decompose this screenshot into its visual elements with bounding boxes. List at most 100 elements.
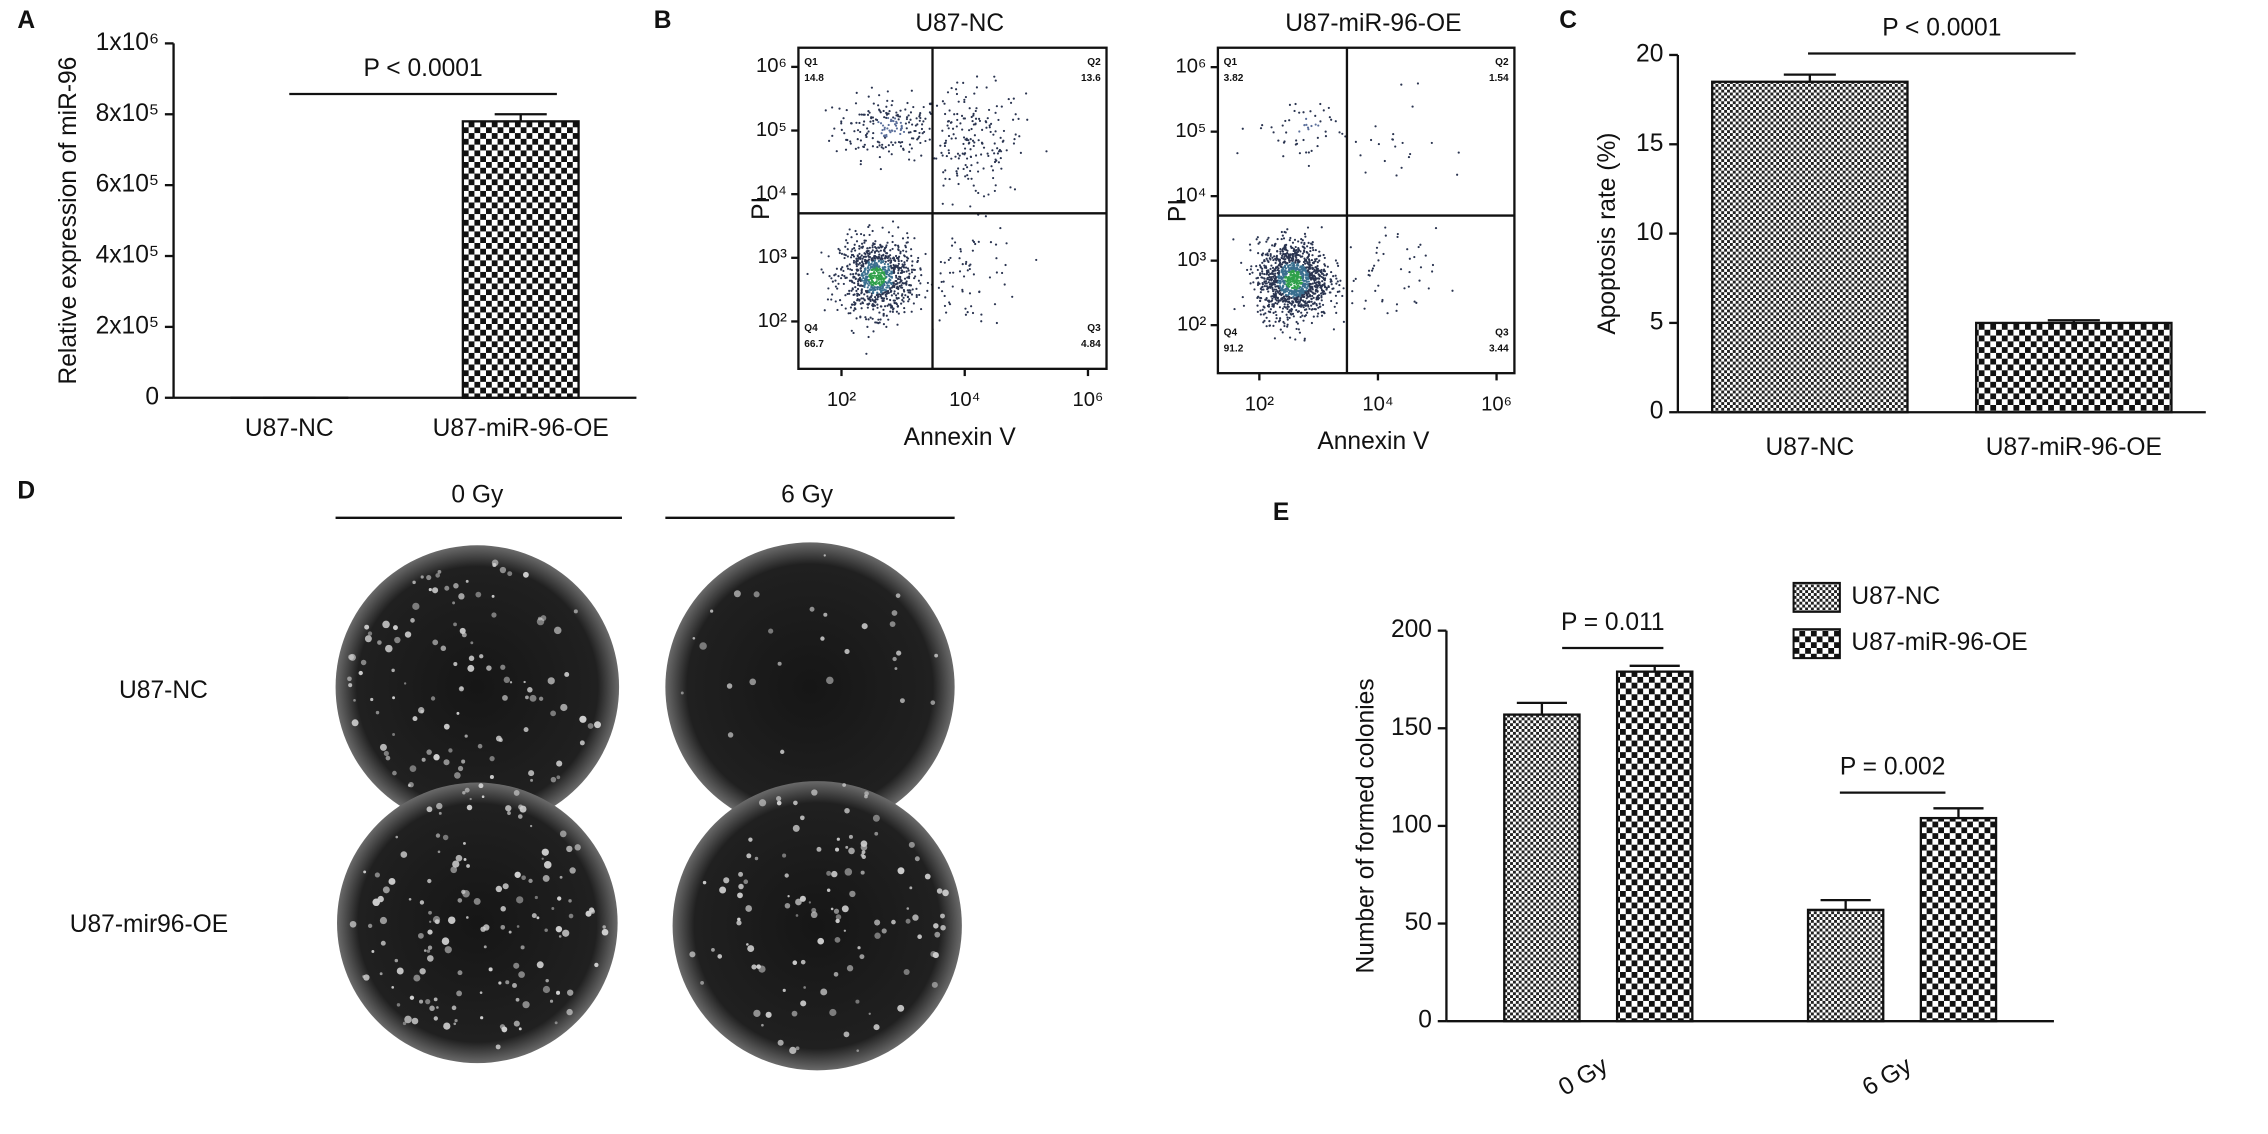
panel-label: E — [1273, 499, 1289, 526]
event — [955, 92, 959, 96]
event — [1018, 135, 1021, 138]
event — [851, 288, 854, 291]
event — [928, 102, 931, 105]
event — [1396, 232, 1399, 236]
event — [1289, 254, 1292, 257]
row-label: U87-mir96-OE — [70, 911, 228, 938]
event — [884, 260, 887, 263]
event — [1320, 270, 1323, 274]
event — [969, 155, 972, 158]
event — [854, 286, 857, 289]
event — [836, 308, 839, 312]
colony — [795, 914, 799, 917]
event — [1240, 261, 1243, 264]
event — [885, 297, 889, 300]
event — [920, 154, 923, 157]
colony — [834, 936, 841, 943]
legend-swatch — [1792, 581, 1841, 613]
colony — [392, 733, 396, 736]
event — [882, 147, 885, 150]
plot-frame — [1216, 46, 1516, 375]
colony — [412, 716, 418, 722]
event — [1307, 241, 1310, 244]
event — [896, 113, 899, 116]
quadrant-name: Q2 — [1495, 57, 1509, 68]
event — [1284, 298, 1287, 301]
colony — [513, 1020, 520, 1027]
event — [919, 141, 922, 144]
event — [938, 319, 941, 322]
event — [1418, 279, 1421, 282]
event — [1312, 249, 1315, 252]
event — [946, 124, 949, 127]
colony — [823, 554, 826, 557]
event — [885, 244, 888, 247]
event — [1267, 270, 1270, 274]
event — [1298, 285, 1301, 288]
event — [901, 269, 904, 272]
event — [1276, 302, 1279, 305]
y-tick-label: 100 — [1391, 811, 1432, 838]
event — [881, 285, 885, 288]
colony — [502, 695, 508, 701]
colony — [860, 870, 865, 875]
event — [1319, 254, 1322, 257]
colony — [419, 999, 424, 1004]
event — [885, 272, 888, 276]
quadrant-name: Q1 — [804, 57, 818, 68]
event — [939, 260, 942, 264]
colony — [419, 900, 425, 905]
event — [841, 274, 844, 277]
event — [846, 264, 849, 267]
event — [1265, 285, 1269, 288]
event — [849, 312, 852, 315]
colony — [453, 1022, 457, 1026]
event — [1289, 280, 1292, 284]
event — [858, 276, 862, 280]
event — [894, 266, 897, 269]
event — [875, 266, 878, 269]
quadrant-value: 91.2 — [1224, 343, 1244, 354]
event — [1284, 119, 1287, 123]
event — [1304, 291, 1307, 294]
colony — [423, 949, 427, 952]
event — [974, 109, 977, 113]
event — [899, 145, 903, 148]
annotation: P = 0.011 — [1561, 609, 1665, 636]
event — [901, 286, 904, 289]
event — [1291, 276, 1295, 279]
event — [1297, 310, 1300, 313]
event — [1295, 249, 1298, 252]
event — [1281, 292, 1284, 295]
event — [1288, 292, 1292, 295]
colony — [940, 913, 945, 919]
event — [1298, 111, 1301, 114]
event — [1399, 268, 1403, 271]
event — [1292, 287, 1295, 290]
quadrant-events — [1354, 82, 1460, 177]
event — [879, 249, 882, 252]
event — [861, 260, 864, 263]
event — [879, 168, 882, 171]
bar — [1503, 713, 1581, 1023]
event — [850, 122, 853, 125]
event — [1305, 297, 1308, 300]
event — [849, 268, 852, 271]
event — [873, 274, 876, 277]
event — [1293, 109, 1296, 113]
event — [958, 257, 961, 260]
event — [944, 139, 948, 142]
event — [1275, 313, 1278, 317]
event — [851, 248, 854, 251]
event — [867, 249, 870, 253]
event — [1301, 252, 1305, 255]
event — [863, 143, 866, 146]
event — [877, 318, 880, 321]
event — [894, 294, 898, 297]
colony — [396, 1003, 401, 1007]
event — [1294, 245, 1297, 249]
event — [906, 236, 910, 239]
event — [941, 154, 944, 157]
event — [1310, 297, 1313, 301]
event — [872, 102, 875, 105]
